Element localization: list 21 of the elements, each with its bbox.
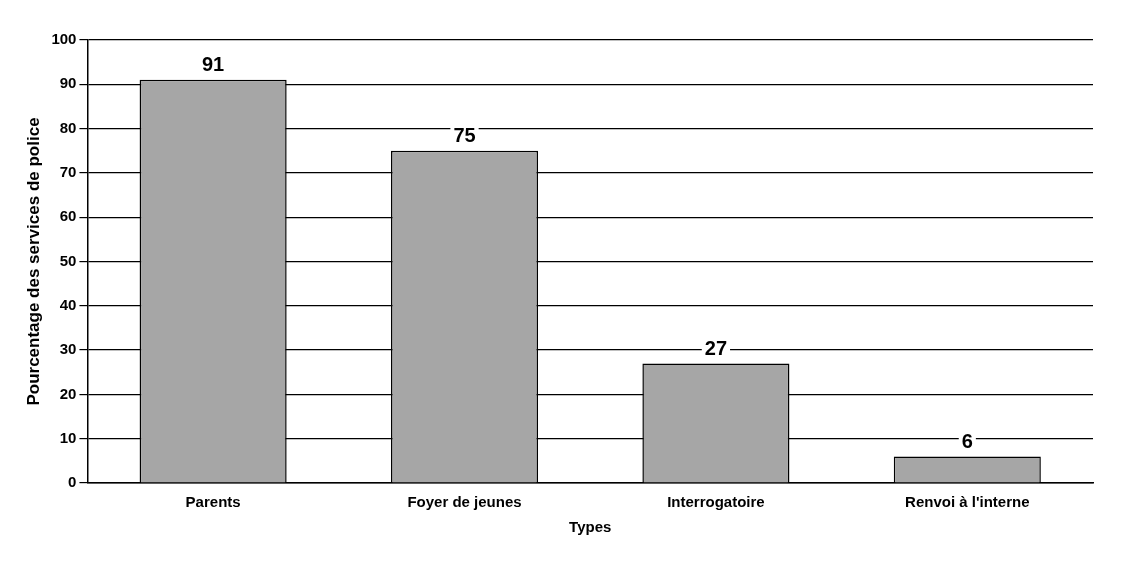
y-tick-label: 40 (59, 295, 77, 313)
y-tick-label: 90 (59, 74, 77, 92)
data-label: 91 (202, 53, 225, 76)
data-label: 6 (961, 429, 973, 452)
y-tick-label: 50 (59, 251, 77, 269)
y-tick-label: 20 (59, 384, 77, 402)
y-tick-label: 60 (59, 207, 77, 225)
data-label: 27 (704, 336, 728, 359)
x-tick-label: Interrogatoire (667, 493, 765, 511)
y-tick-label: 100 (51, 30, 77, 48)
y-tick-label: 70 (59, 163, 77, 181)
y-tick-label: 30 (59, 340, 77, 358)
y-tick-label: 80 (59, 118, 77, 136)
x-tick-label: Parents (185, 493, 241, 511)
y-axis-title: Pourcentage des services de police (23, 117, 43, 406)
x-axis-title: Types (569, 518, 612, 536)
data-label: 75 (453, 124, 476, 147)
y-tick-label: 0 (68, 473, 77, 491)
x-tick-label: Renvoi à l'interne (905, 493, 1030, 511)
y-tick-label: 10 (59, 428, 77, 446)
x-tick-label: Foyer de jeunes (407, 493, 522, 511)
